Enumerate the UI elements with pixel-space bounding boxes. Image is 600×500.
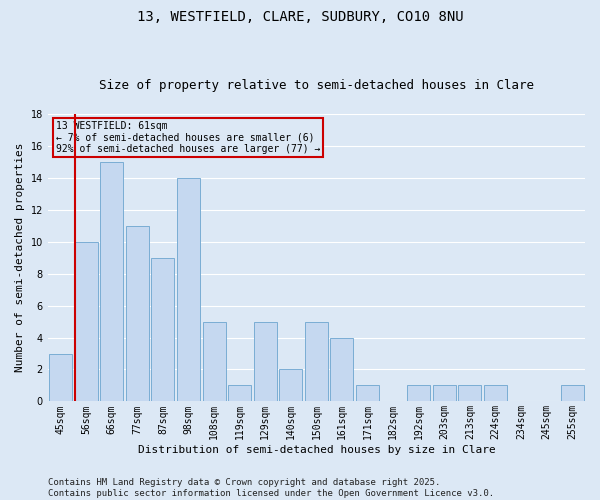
Bar (407, 386, 430, 402)
Bar (49, 354, 72, 402)
Bar (100, 162, 123, 402)
Text: Contains HM Land Registry data © Crown copyright and database right 2025.
Contai: Contains HM Land Registry data © Crown c… (48, 478, 494, 498)
Bar (484, 386, 507, 402)
Y-axis label: Number of semi-detached properties: Number of semi-detached properties (15, 143, 25, 372)
Bar (305, 322, 328, 402)
Text: 13, WESTFIELD, CLARE, SUDBURY, CO10 8NU: 13, WESTFIELD, CLARE, SUDBURY, CO10 8NU (137, 10, 463, 24)
Bar (126, 226, 149, 402)
Bar (74, 242, 98, 402)
Title: Size of property relative to semi-detached houses in Clare: Size of property relative to semi-detach… (99, 79, 534, 92)
Bar (228, 386, 251, 402)
Bar (331, 338, 353, 402)
X-axis label: Distribution of semi-detached houses by size in Clare: Distribution of semi-detached houses by … (137, 445, 495, 455)
Bar (177, 178, 200, 402)
Bar (458, 386, 481, 402)
Bar (203, 322, 226, 402)
Text: 13 WESTFIELD: 61sqm
← 7% of semi-detached houses are smaller (6)
92% of semi-det: 13 WESTFIELD: 61sqm ← 7% of semi-detache… (56, 121, 320, 154)
Bar (151, 258, 175, 402)
Bar (280, 370, 302, 402)
Bar (356, 386, 379, 402)
Bar (560, 386, 584, 402)
Bar (254, 322, 277, 402)
Bar (433, 386, 456, 402)
